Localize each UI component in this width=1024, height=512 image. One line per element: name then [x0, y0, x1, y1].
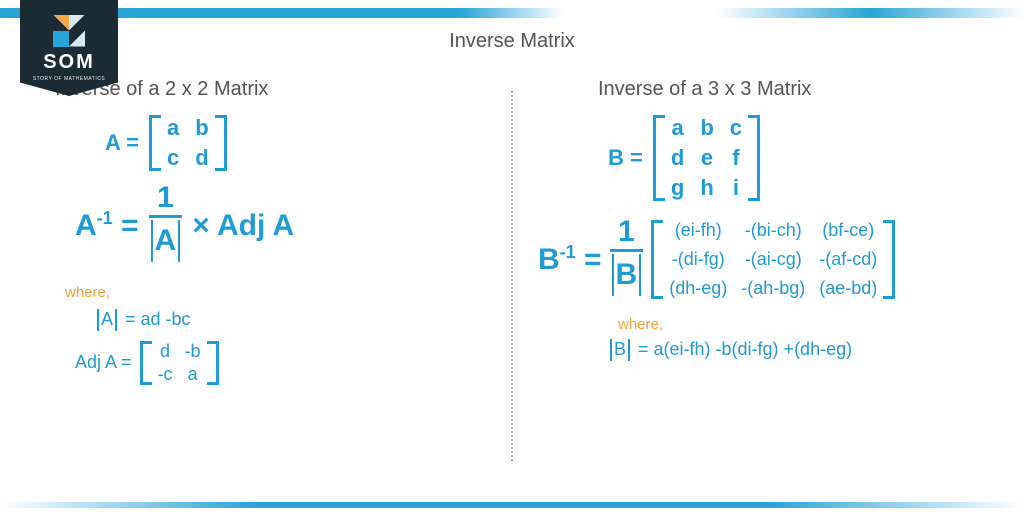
matrix-B-label: B = — [608, 145, 643, 171]
A-inverse-formula: A-1 = 1 A × Adj A — [75, 183, 486, 268]
page-title: Inverse Matrix — [0, 30, 1024, 53]
heading-2x2: Inverse of a 2 x 2 Matrix — [55, 78, 486, 101]
logo-subtext: STORY OF MATHEMATICS — [33, 76, 105, 82]
cell: (ei-fh) — [669, 220, 727, 241]
cell: f — [730, 145, 742, 171]
cell: -(bi-ch) — [741, 220, 805, 241]
cell: b — [700, 115, 713, 141]
cofactor-matrix: (ei-fh) -(bi-ch) (bf-ce) -(di-fg) -(ai-c… — [651, 220, 895, 299]
times-adj-A: × Adj A — [192, 209, 294, 243]
where-label-right: where, — [618, 316, 969, 333]
one-over-detB: 1 B — [610, 217, 644, 302]
det-A-def: A = ad -bc — [95, 309, 486, 331]
cell: -c — [158, 364, 173, 385]
one-over-detA: 1 A — [149, 183, 183, 268]
matrix-B-def: B = a b c d e f g h i — [608, 115, 969, 201]
adj-A-def: Adj A = d -b -c a — [75, 341, 486, 385]
cell: c — [730, 115, 742, 141]
cell: (dh-eg) — [669, 278, 727, 299]
matrix-A-def: A = a b c d — [105, 115, 486, 171]
matrix-A-label: A = — [105, 130, 139, 156]
cell: b — [195, 115, 208, 141]
brand-logo: SOM STORY OF MATHEMATICS — [20, 0, 118, 96]
adj-A-label: Adj A = — [75, 352, 132, 373]
B-inv-lhs: B-1 = — [538, 242, 602, 277]
cell: a — [185, 364, 201, 385]
where-label-left: where, — [65, 284, 486, 301]
top-accent-bar — [0, 8, 1024, 18]
cell: a — [167, 115, 179, 141]
col-2x2: Inverse of a 2 x 2 Matrix A = a b c d A-… — [30, 70, 511, 482]
cell: i — [730, 175, 742, 201]
cell: -b — [185, 341, 201, 362]
cell: a — [671, 115, 684, 141]
matrix-B: a b c d e f g h i — [653, 115, 760, 201]
cell: d — [195, 145, 208, 171]
cell: -(af-cd) — [819, 249, 877, 270]
det-B-def: B = a(ei-fh) -b(di-fg) +(dh-eg) — [608, 339, 969, 361]
cell: e — [700, 145, 713, 171]
cell: c — [167, 145, 179, 171]
content: Inverse of a 2 x 2 Matrix A = a b c d A-… — [30, 70, 994, 482]
cell: -(ah-bg) — [741, 278, 805, 299]
A-inv-lhs: A-1 = — [75, 208, 139, 243]
cell: h — [700, 175, 713, 201]
heading-3x3: Inverse of a 3 x 3 Matrix — [598, 78, 969, 101]
logo-mark-icon — [53, 15, 85, 47]
adj-A-matrix: d -b -c a — [140, 341, 219, 385]
B-inverse-formula: B-1 = 1 B (ei-fh) -(bi-ch) (bf-ce) -(di-… — [538, 217, 969, 302]
cell: -(di-fg) — [669, 249, 727, 270]
bottom-accent-bar — [0, 502, 1024, 508]
cell: g — [671, 175, 684, 201]
cell: (ae-bd) — [819, 278, 877, 299]
cell: d — [671, 145, 684, 171]
cell: -(ai-cg) — [741, 249, 805, 270]
logo-text: SOM — [43, 51, 95, 74]
matrix-A: a b c d — [149, 115, 227, 171]
col-3x3: Inverse of a 3 x 3 Matrix B = a b c d e … — [513, 70, 994, 482]
cell: d — [158, 341, 173, 362]
cell: (bf-ce) — [819, 220, 877, 241]
